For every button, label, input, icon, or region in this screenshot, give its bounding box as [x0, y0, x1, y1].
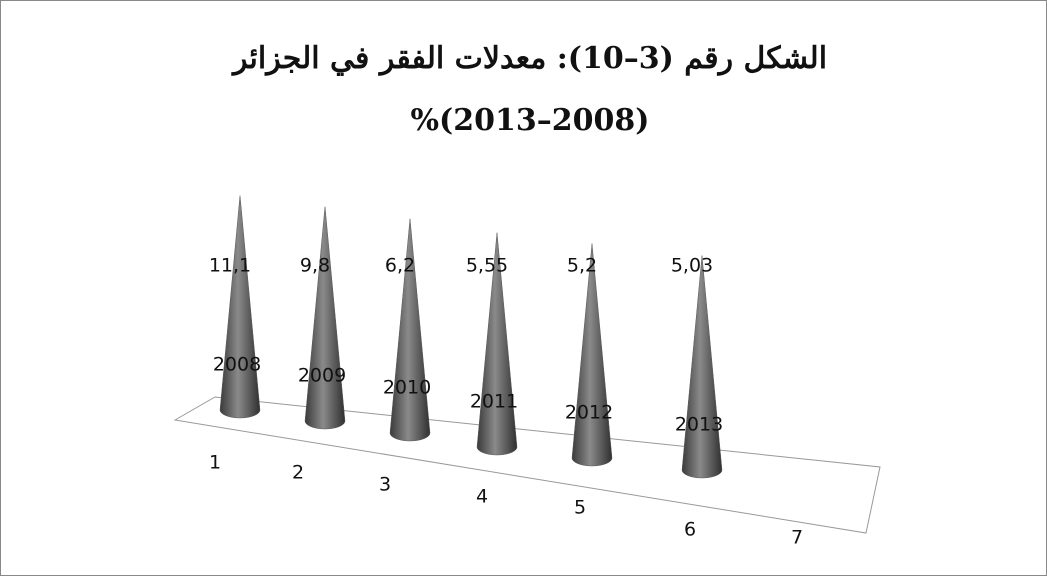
x-tick-label: 3 — [379, 474, 391, 496]
x-tick-label: 7 — [791, 527, 803, 549]
data-label: 2009 — [298, 365, 346, 387]
data-label: 9,8 — [300, 255, 330, 277]
data-label: 2010 — [383, 377, 431, 399]
x-tick-label: 1 — [209, 452, 221, 474]
x-tick-label: 6 — [684, 519, 696, 541]
data-label: 2008 — [213, 354, 261, 376]
cone-segment — [389, 218, 431, 442]
cone-segment — [571, 243, 613, 467]
x-tick-label: 5 — [574, 497, 586, 519]
data-label: 5,55 — [466, 255, 508, 277]
data-label: 2013 — [675, 414, 723, 436]
data-label: 6,2 — [385, 255, 415, 277]
chart-title: الشكل رقم (3–10): معدلات الفقر في الجزائ… — [231, 41, 827, 76]
cone-segment — [476, 232, 518, 456]
data-label: 5,03 — [671, 255, 713, 277]
data-label: 11,1 — [209, 255, 251, 277]
chart-subtitle: (2008–2013)% — [411, 103, 650, 138]
data-label: 2012 — [565, 402, 613, 424]
x-tick-label: 2 — [292, 462, 304, 484]
data-label: 5,2 — [567, 255, 597, 277]
floor — [173, 396, 881, 534]
data-label: 2011 — [470, 391, 518, 413]
cone-segment — [681, 255, 723, 479]
x-tick-label: 4 — [476, 486, 488, 508]
cone-segment — [219, 195, 261, 419]
cone-segment — [304, 206, 346, 430]
